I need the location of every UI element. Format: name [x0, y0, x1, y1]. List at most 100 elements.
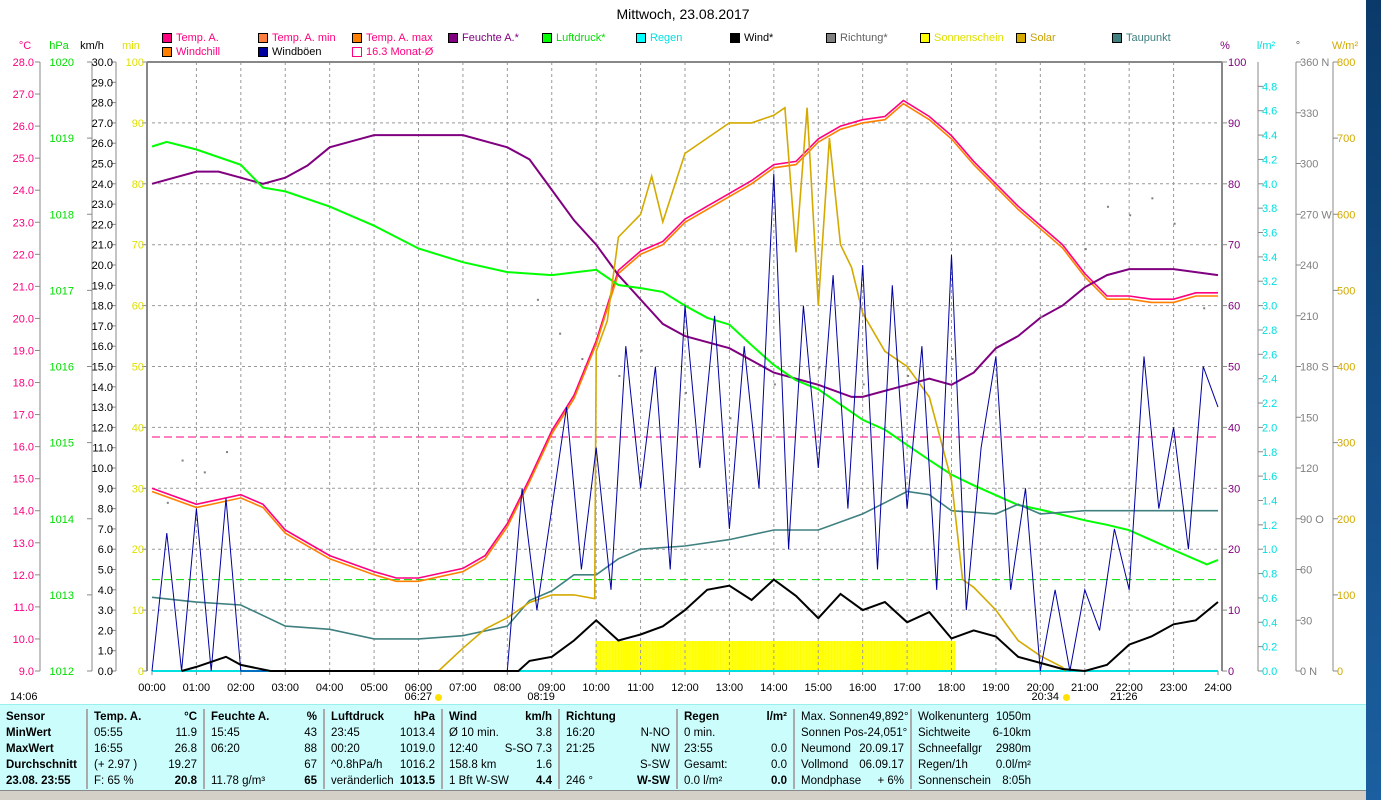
cell-label: 06:20	[211, 743, 240, 755]
temp-tick-label: 26.0	[13, 121, 34, 133]
legend-swatch	[162, 33, 172, 43]
row-label: 23.08. 23:55	[6, 775, 71, 787]
rain-tick-label: 0.2	[1262, 642, 1277, 654]
legend-swatch	[258, 47, 268, 57]
table-row: 0 min.	[678, 725, 793, 741]
table-row: S-SW	[560, 757, 676, 773]
cell-value: S-SO 7.3	[504, 743, 552, 755]
wind-tick-label: 10.0	[92, 463, 113, 475]
cell-value: W-SW	[637, 775, 670, 787]
cell-label: Ø 10 min.	[449, 727, 499, 739]
cell-label: 246 °	[566, 775, 593, 787]
legend-label: Feuchte A.*	[462, 32, 519, 44]
wind-tick-label: 15.0	[92, 362, 113, 374]
humidity-tick-label: 100	[1228, 57, 1246, 69]
series-taupunkt	[151, 490, 1218, 640]
table-row: Max. Sonnen 49,892°	[795, 709, 910, 725]
legend-swatch	[636, 33, 646, 43]
rain-tick-label: 0.0	[1262, 666, 1277, 678]
table-row: Regen/1h 0.0l/m²	[912, 757, 1037, 773]
cell-label: 158.8 km	[449, 759, 497, 771]
x-tick-label: 08:00	[494, 682, 522, 694]
column-unit: km/h	[525, 711, 552, 723]
table-row: 23:55 0.0	[678, 741, 793, 757]
wind-tick-label: 14.0	[92, 382, 113, 394]
cell-value: 11.9	[175, 727, 197, 739]
series-richtung-point	[995, 366, 998, 369]
cell-value: 1019.0	[399, 743, 435, 755]
moonset-time: 21:26	[1109, 691, 1138, 703]
direction-unit-label: °	[1296, 40, 1300, 52]
cell-label: F: 65 %	[94, 775, 134, 787]
pressure-tick-label: 1012	[50, 666, 74, 678]
x-tick-label: 11:00	[627, 682, 654, 694]
rain-tick-label: 4.8	[1262, 81, 1277, 93]
row-label: MinWert	[6, 727, 52, 739]
table-row: 67	[205, 757, 323, 773]
cell-value: 0.0l/m²	[995, 759, 1031, 771]
series-richtung-point	[685, 391, 687, 394]
rain-tick-label: 0.4	[1262, 617, 1277, 629]
rain-unit-label: l/m²	[1257, 40, 1276, 52]
table-header: Temp. A. °C	[88, 709, 203, 725]
legend-label: Solar	[1030, 32, 1056, 44]
wind-tick-label: 27.0	[92, 118, 113, 130]
x-tick-label: 19:00	[982, 682, 1010, 694]
rain-tick-label: 4.2	[1262, 154, 1277, 166]
humidity-tick-label: 50	[1228, 362, 1240, 374]
x-tick-label: 01:00	[183, 682, 211, 694]
wind-tick-label: 12.0	[92, 422, 113, 434]
table-header: Feuchte A.%	[205, 709, 323, 725]
cell-value: 88	[304, 743, 317, 755]
legend-swatch	[542, 33, 552, 43]
rain-tick-label: 2.4	[1262, 374, 1277, 386]
cell-value: 0.0	[771, 775, 787, 787]
table-row: MaxWert	[0, 741, 86, 757]
temp-tick-label: 25.0	[13, 153, 34, 165]
wind-tick-label: 28.0	[92, 98, 113, 110]
wind-tick-label: 19.0	[92, 280, 113, 292]
legend-label: Temp. A. min	[272, 32, 336, 44]
temp-tick-label: 14.0	[13, 506, 34, 518]
cell-value: + 6%	[877, 775, 904, 787]
table-header: Luftdruck hPa	[325, 709, 441, 725]
minutes-unit-label: min	[122, 40, 140, 52]
cell-value: 67	[304, 759, 317, 771]
series-windchill	[151, 102, 1218, 583]
cell-label: Max. Sonnen	[801, 711, 869, 723]
wind-tick-label: 29.0	[92, 77, 113, 89]
solar-tick-label: 0	[1337, 666, 1343, 678]
legend-label: Richtung*	[840, 32, 888, 44]
solar-tick-label: 700	[1337, 133, 1355, 145]
stats-panel: Sensor MinWert MaxWert Durchschnitt 23.08. 2…	[0, 704, 1366, 790]
cell-value: N-NO	[640, 727, 670, 739]
series-richtung-point	[951, 358, 954, 361]
table-row: Sonnenschein 8:05h	[912, 773, 1037, 789]
minutes-tick-label: 40	[132, 422, 144, 434]
wind-tick-label: 13.0	[92, 402, 113, 414]
legend-item: Windböen	[258, 46, 322, 58]
table-row: 1 Bft W-SW 4.4	[443, 773, 558, 789]
weather-chart: 00:00 01:00 02:00 03:00 04:00 05:00 06:00 07:00…	[13, 40, 1359, 694]
legend-item: Solar	[1016, 32, 1056, 44]
table-row: Sichtweite 6-10km	[912, 725, 1037, 741]
solar-unit-label: W/m²	[1332, 40, 1359, 52]
x-tick-label: 21:00	[1071, 682, 1099, 694]
table-row: 12:40 S-SO 7.3	[443, 741, 558, 757]
pressure-tick-label: 1017	[50, 285, 74, 297]
wind-tick-label: 0.0	[98, 666, 113, 678]
humidity-tick-label: 20	[1228, 544, 1240, 556]
legend-swatch	[920, 33, 930, 43]
series-richtung-point	[729, 417, 732, 420]
pressure-tick-label: 1019	[50, 133, 74, 145]
series-richtung-point	[166, 501, 169, 504]
direction-tick-label: 90 O	[1300, 514, 1324, 526]
pressure-tick-label: 1014	[50, 514, 74, 526]
table-row: 16:55 26.8	[88, 741, 203, 757]
cell-value: 65	[304, 775, 317, 787]
temp-tick-label: 11.0	[13, 602, 34, 614]
table-row: MinWert	[0, 725, 86, 741]
table-row: Ø 10 min. 3.8	[443, 725, 558, 741]
table-row: Schneefallgr 2980m	[912, 741, 1037, 757]
humidity-tick-label: 80	[1228, 179, 1240, 191]
